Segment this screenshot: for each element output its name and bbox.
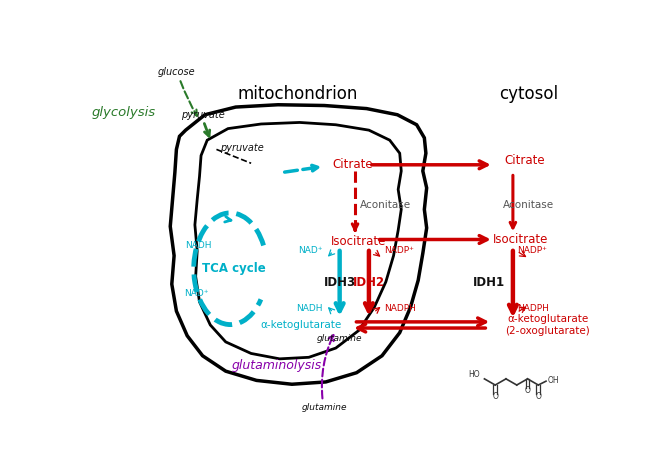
Text: Isocitrate: Isocitrate [493, 233, 548, 246]
Text: glycolysis: glycolysis [92, 106, 156, 119]
Text: Aconitase: Aconitase [360, 200, 411, 210]
Text: cytosol: cytosol [499, 85, 558, 103]
Polygon shape [170, 105, 427, 384]
Text: O: O [493, 392, 498, 401]
Text: O: O [535, 392, 541, 401]
Text: mitochondrion: mitochondrion [237, 85, 358, 103]
Text: α-ketoglutarate: α-ketoglutarate [260, 320, 342, 330]
Text: pyruvate: pyruvate [180, 110, 225, 120]
Text: O: O [525, 386, 531, 395]
Text: NADPH: NADPH [517, 304, 549, 313]
Text: Isocitrate: Isocitrate [330, 235, 386, 248]
Text: NADPH: NADPH [384, 304, 416, 313]
Text: IDH2: IDH2 [353, 276, 385, 289]
Text: glucose: glucose [158, 67, 195, 77]
Text: HO: HO [468, 370, 480, 380]
Text: NAD⁺: NAD⁺ [298, 247, 323, 256]
Text: NADP⁺: NADP⁺ [517, 247, 547, 256]
Text: OH: OH [548, 376, 559, 385]
Text: pyruvate: pyruvate [220, 143, 264, 153]
Text: glutamine: glutamine [301, 403, 347, 412]
Text: NADH: NADH [296, 304, 323, 313]
Text: NADH: NADH [185, 241, 211, 250]
Text: TCA cycle: TCA cycle [202, 262, 266, 275]
Text: α-ketoglutarate
(2-oxoglutarate): α-ketoglutarate (2-oxoglutarate) [505, 314, 590, 336]
Text: glutamine: glutamine [317, 333, 362, 342]
Text: IDH3: IDH3 [323, 276, 356, 289]
Text: glutaminolysis: glutaminolysis [231, 359, 321, 371]
Text: Citrate: Citrate [332, 158, 372, 171]
Text: Aconitase: Aconitase [503, 200, 554, 210]
Text: NAD⁺: NAD⁺ [184, 289, 209, 298]
Text: Citrate: Citrate [504, 154, 545, 168]
Text: IDH1: IDH1 [473, 276, 505, 289]
Text: NADP⁺: NADP⁺ [384, 247, 414, 256]
